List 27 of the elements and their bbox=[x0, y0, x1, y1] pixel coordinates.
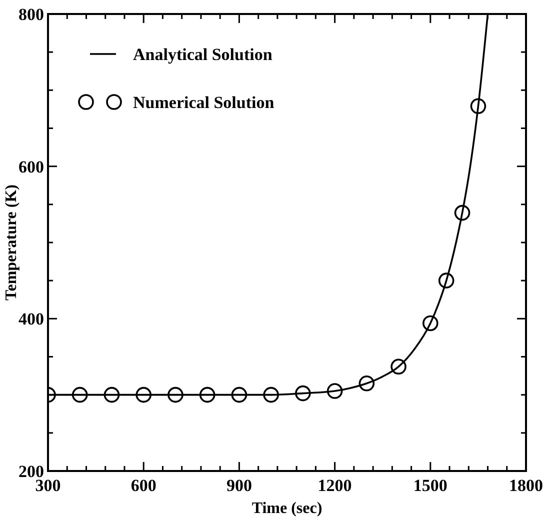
point bbox=[390, 358, 406, 375]
point bbox=[470, 98, 486, 114]
point bbox=[72, 386, 88, 403]
legend-label: Analytical Solution bbox=[133, 44, 273, 64]
point bbox=[422, 315, 438, 332]
point bbox=[104, 386, 120, 403]
x-tick-label: 600 bbox=[130, 476, 156, 495]
point bbox=[438, 272, 454, 288]
legend-label: Numerical Solution bbox=[133, 92, 275, 112]
point bbox=[199, 386, 216, 403]
x-tick-label: 1800 bbox=[509, 476, 543, 495]
point bbox=[358, 376, 375, 392]
point bbox=[168, 386, 184, 403]
point bbox=[231, 386, 248, 403]
point bbox=[326, 383, 343, 399]
x-axis-title: Time (sec) bbox=[252, 500, 322, 517]
x-tick-label: 1200 bbox=[318, 476, 352, 495]
point bbox=[454, 204, 470, 221]
point bbox=[295, 385, 311, 402]
y-tick-label: 600 bbox=[18, 157, 44, 176]
y-tick-label: 800 bbox=[18, 4, 44, 24]
x-tick-label: 1500 bbox=[413, 476, 448, 495]
point bbox=[136, 386, 152, 403]
point bbox=[263, 386, 279, 403]
x-tick-label: 900 bbox=[226, 476, 252, 495]
y-tick-label: 400 bbox=[18, 310, 44, 329]
y-axis-title: Temperature (K) bbox=[3, 184, 20, 300]
